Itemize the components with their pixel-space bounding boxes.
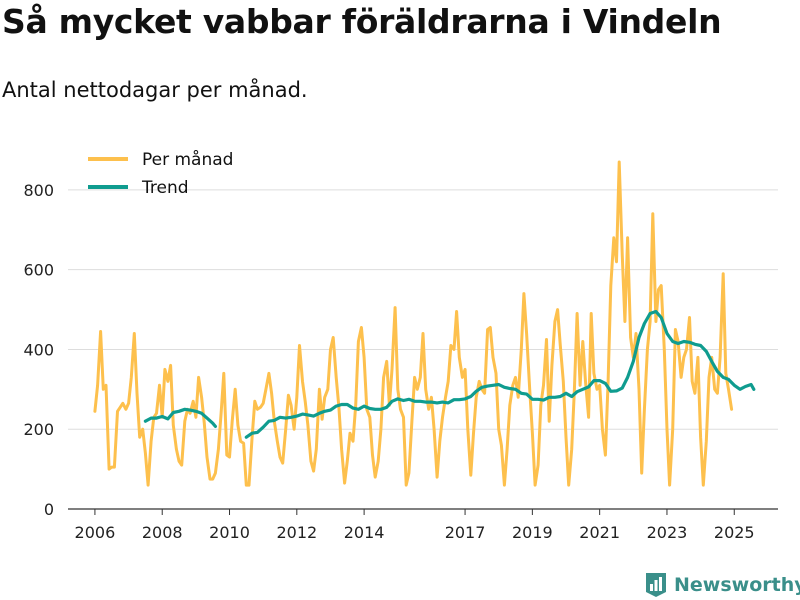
- chart-subtitle: Antal nettodagar per månad.: [2, 78, 308, 102]
- trend-line: [143, 407, 217, 428]
- monthly-line: [93, 160, 734, 487]
- y-tick-label: 600: [23, 261, 54, 280]
- y-tick-label: 200: [23, 420, 54, 439]
- x-tick-label: 2014: [344, 523, 385, 542]
- y-tick-label: 800: [23, 181, 54, 200]
- y-tick-label: 0: [44, 500, 54, 519]
- x-tick-label: 2017: [445, 523, 486, 542]
- legend-label-monthly: Per månad: [142, 149, 233, 170]
- chart-title: Så mycket vabbar föräldrarna i Vindeln: [2, 2, 722, 41]
- legend-label-trend: Trend: [141, 178, 189, 198]
- series: [93, 160, 756, 487]
- x-tick-label: 2023: [647, 523, 688, 542]
- newsworthy-logo-icon: [646, 573, 666, 597]
- x-tick-label: 2006: [75, 523, 116, 542]
- x-tick-label: 2021: [579, 523, 620, 542]
- brand-name: Newsworthy: [674, 574, 800, 596]
- newsworthy-logo: Newsworthy: [644, 570, 800, 600]
- x-tick-label: 2010: [209, 523, 250, 542]
- y-tick-label: 400: [23, 340, 54, 359]
- x-tick-label: 2025: [714, 523, 755, 542]
- x-tick-label: 2019: [512, 523, 553, 542]
- x-tick-label: 2008: [142, 523, 183, 542]
- gridlines: [68, 189, 778, 430]
- trend-line: [244, 309, 756, 439]
- legend: Per månad Trend: [88, 149, 233, 198]
- x-tick-label: 2012: [276, 523, 317, 542]
- axes: 0 200 400 600 800 2006 2008 2010 2012 2014 2017 201…: [23, 181, 778, 542]
